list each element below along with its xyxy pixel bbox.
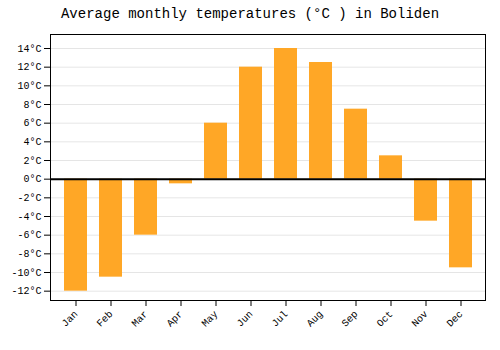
svg-text:Aug: Aug [305, 309, 326, 330]
svg-text:-10°C: -10°C [11, 268, 41, 279]
svg-text:Apr: Apr [165, 309, 186, 330]
svg-text:Sep: Sep [340, 309, 361, 330]
svg-text:6°C: 6°C [23, 118, 41, 129]
svg-text:2°C: 2°C [23, 156, 41, 167]
svg-text:Feb: Feb [95, 309, 116, 330]
svg-text:12°C: 12°C [17, 62, 41, 73]
svg-text:Nov: Nov [410, 309, 431, 330]
svg-text:14°C: 14°C [17, 44, 41, 55]
svg-text:8°C: 8°C [23, 100, 41, 111]
svg-text:-8°C: -8°C [17, 249, 41, 260]
svg-text:Jan: Jan [60, 309, 81, 330]
svg-text:-12°C: -12°C [11, 286, 41, 297]
svg-text:-2°C: -2°C [17, 193, 41, 204]
svg-text:Jun: Jun [235, 309, 256, 330]
svg-text:May: May [200, 309, 221, 330]
svg-text:Oct: Oct [375, 309, 396, 330]
html-text:Average monthly temperatures (: Average monthly temperatures (°C ) in Bo… [61, 6, 439, 22]
svg-text:10°C: 10°C [17, 81, 41, 92]
svg-text:Jul: Jul [270, 309, 291, 330]
svg-text:0°C: 0°C [23, 174, 41, 185]
svg-text:Dec: Dec [445, 309, 466, 330]
svg-text:4°C: 4°C [23, 137, 41, 148]
svg-text:-4°C: -4°C [17, 212, 41, 223]
svg-text:-6°C: -6°C [17, 230, 41, 241]
svg-text:Mar: Mar [130, 309, 151, 330]
